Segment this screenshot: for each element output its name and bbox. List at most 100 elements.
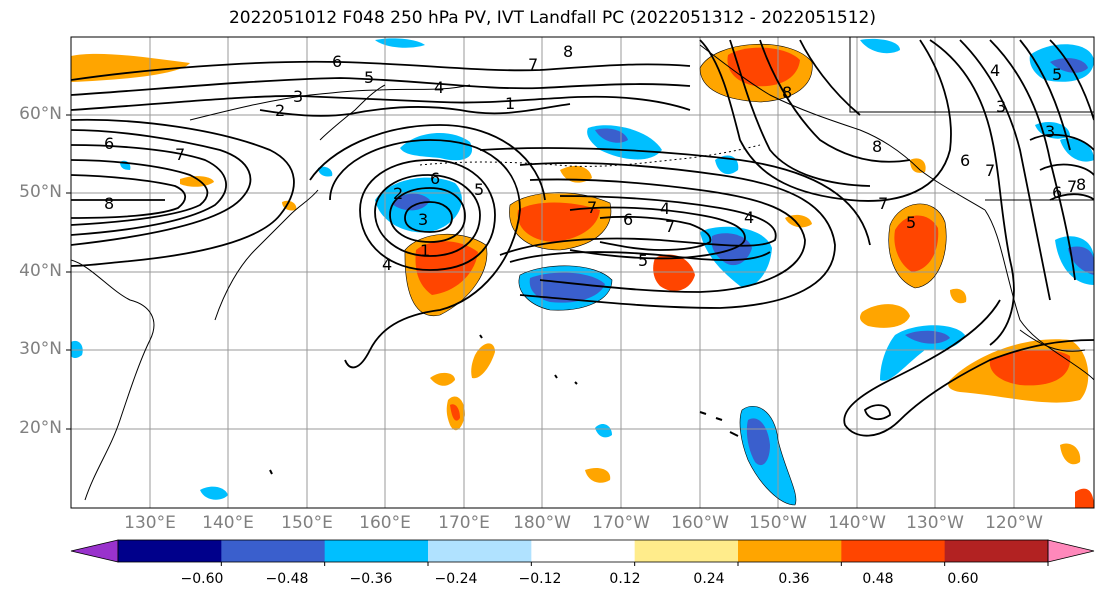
contour-label: 3: [293, 87, 303, 106]
colorbar-tick-label: 0.24: [693, 571, 725, 587]
colorbar-tick-label: 0.36: [778, 571, 810, 587]
negative-anomaly-region: [71, 340, 83, 359]
lat-label-20n: 20°N: [19, 418, 62, 438]
positive-anomaly-region: [560, 165, 592, 183]
contour-label: 2: [393, 184, 403, 203]
colorbar-tick-label: 0.60: [947, 571, 979, 587]
ivt-contours: [71, 39, 1094, 437]
colorbar: [70, 539, 1095, 566]
positive-anomaly-region: [430, 372, 455, 386]
lon-label-180w: 180°W: [513, 513, 571, 533]
contour-label: 5: [1052, 65, 1062, 84]
contour-label: 3: [1045, 122, 1055, 141]
colorbar-segment: [428, 540, 532, 562]
colorbar-extend-high: [1047, 539, 1095, 563]
negative-anomaly-region: [318, 166, 333, 177]
alaska-coastline: [699, 44, 986, 211]
contour-label: 7: [665, 217, 675, 236]
positive-anomaly-region: [585, 468, 611, 483]
hawaii-islands: [699, 411, 739, 437]
contour-label: 3: [996, 97, 1006, 116]
fill-outlines: [404, 43, 947, 506]
colorbar-tick-label: −0.24: [434, 571, 478, 587]
coastlines: [71, 37, 1094, 501]
contour-label: 5: [364, 68, 374, 87]
contour-label: 8: [872, 137, 882, 156]
contour-label: 6: [104, 134, 114, 153]
negative-anomaly-region: [1068, 246, 1094, 275]
colorbar-frame: [117, 539, 1049, 563]
contour-label: 7: [985, 161, 995, 180]
negative-anomaly-region: [200, 486, 228, 500]
lat-label-30n: 30°N: [19, 339, 62, 359]
colorbar-tick-label: −0.60: [180, 571, 224, 587]
contour-labels: 6 5 4 3 2 1 6 7 8 8 7 6 5 4 3 2 1 4 7 7 …: [104, 42, 1086, 274]
contour-label: 4: [434, 78, 444, 97]
lon-label-170w: 170°W: [592, 513, 650, 533]
contour-label: 6: [1052, 183, 1062, 202]
colorbar-tick-label: 0.12: [609, 571, 641, 587]
positive-anomaly-region: [989, 349, 1071, 386]
colorbar-extend-low: [70, 539, 119, 563]
contour-label: 8: [782, 83, 792, 102]
north-america-coastline: [984, 209, 1094, 381]
lat-label-60n: 60°N: [19, 104, 62, 124]
lon-label-170e: 170°E: [438, 513, 490, 533]
contour-label: 6: [430, 169, 440, 188]
colorbar-tick-label: 0.48: [862, 571, 894, 587]
map-title: 2022051012 F048 250 hPa PV, IVT Landfall…: [228, 8, 876, 28]
colorbar-tick-label: −0.12: [518, 571, 562, 587]
lon-label-120w: 120°W: [985, 513, 1043, 533]
colorbar-segment: [738, 540, 842, 562]
contour-label: 7: [878, 194, 888, 213]
negative-anomaly-region: [375, 38, 425, 48]
contour-label: 5: [474, 180, 484, 199]
kamchatka-coastline: [319, 84, 386, 141]
contour-label: 6: [960, 151, 970, 170]
lon-label-160w: 160°W: [671, 513, 729, 533]
colorbar-segment: [118, 540, 222, 562]
lon-label-140e: 140°E: [202, 513, 254, 533]
lon-label-160e: 160°E: [359, 513, 411, 533]
contour-label: 7: [1067, 177, 1077, 196]
positive-anomaly-region: [71, 53, 190, 82]
contour-label: 7: [528, 55, 538, 74]
contour-label: 1: [420, 241, 430, 260]
lon-label-150w: 150°W: [749, 513, 807, 533]
contour-label: 2: [275, 101, 285, 120]
contour-label: 3: [418, 210, 428, 229]
contour-label: 4: [990, 61, 1000, 80]
colorbar-segment: [324, 540, 429, 562]
colorbar-segment: [841, 540, 946, 562]
negative-anomaly-region: [595, 128, 628, 143]
contour-label: 8: [563, 42, 573, 61]
lon-label-130e: 130°E: [124, 513, 176, 533]
pacific-islands: [269, 334, 578, 475]
positive-anomaly-region: [860, 304, 910, 328]
negative-anomaly-region: [595, 424, 612, 438]
contour-label: 7: [175, 145, 185, 164]
lat-label-40n: 40°N: [19, 261, 62, 281]
positive-anomaly-region: [894, 215, 939, 272]
lon-label-130w: 130°W: [906, 513, 964, 533]
positive-anomaly-region: [180, 176, 214, 187]
positive-anomaly-region: [910, 158, 926, 173]
negative-anomaly-region: [905, 330, 950, 344]
contour-label: 4: [744, 208, 754, 227]
negative-anomaly-region: [1050, 58, 1088, 73]
lon-label-150e: 150°E: [281, 513, 333, 533]
colorbar-segment: [221, 540, 326, 562]
contour-label: 4: [660, 199, 670, 218]
graticule: [71, 37, 1094, 508]
lat-label-50n: 50°N: [19, 182, 62, 202]
negative-anomaly-region: [746, 418, 770, 466]
positive-anomaly-region: [517, 202, 600, 242]
aleutian-chain: [419, 144, 761, 167]
positive-anomaly-region: [450, 404, 460, 421]
japan-coastline: [214, 189, 319, 321]
contour-label: 5: [906, 213, 916, 232]
colorbar-segment: [634, 540, 739, 562]
contour-label: 5: [638, 251, 648, 270]
contour-label: 6: [332, 52, 342, 71]
